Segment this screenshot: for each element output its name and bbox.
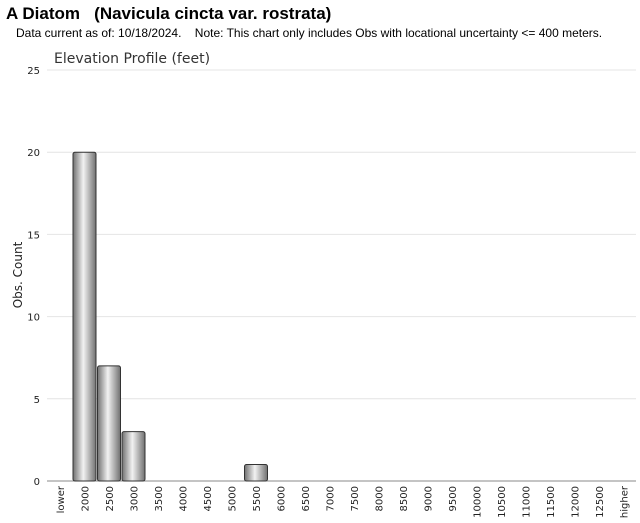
- x-tick-label: 3500: [154, 486, 165, 511]
- y-tick-label: 20: [27, 148, 40, 159]
- chart-title: Elevation Profile (feet): [54, 51, 210, 67]
- page-title: A Diatom (Navicula cincta var. rostrata): [6, 4, 332, 23]
- y-tick-label: 15: [27, 230, 40, 241]
- x-tick-label: 4000: [179, 486, 190, 511]
- x-tick-label: higher: [620, 485, 631, 518]
- x-tick-label: 9500: [448, 486, 459, 511]
- x-tick-label: 7500: [350, 486, 361, 511]
- x-tick-label: 8500: [399, 486, 410, 511]
- x-tick-label: lower: [56, 485, 67, 513]
- bar-5500: [244, 464, 268, 482]
- x-tick-label: 3000: [130, 486, 141, 511]
- x-tick-label: 7000: [326, 486, 337, 511]
- x-tick-label: 11500: [546, 486, 557, 518]
- x-tick-label: 10500: [497, 486, 508, 518]
- x-tick-label: 10000: [473, 486, 484, 518]
- bar-2000: [72, 151, 97, 482]
- x-tick-label: 6000: [277, 486, 288, 511]
- y-tick-label: 10: [27, 313, 40, 324]
- x-tick-label: 2500: [105, 486, 116, 511]
- bar-3000: [121, 431, 146, 482]
- y-axis-title: Obs. Count: [11, 241, 25, 308]
- y-tick-label: 25: [27, 66, 40, 77]
- x-tick-label: 12500: [595, 486, 606, 518]
- x-tick-label: 9000: [424, 486, 435, 511]
- y-tick-label: 0: [34, 477, 40, 488]
- x-tick-label: 8000: [375, 486, 386, 511]
- x-tick-label: 5500: [252, 486, 263, 511]
- x-tick-label: 2000: [81, 486, 92, 511]
- x-tick-label: 4500: [203, 486, 214, 511]
- y-tick-label: 5: [34, 395, 40, 406]
- x-tick-label: 11000: [522, 486, 533, 518]
- x-tick-label: 6500: [301, 486, 312, 511]
- x-tick-label: 5000: [228, 486, 239, 511]
- bar-2500: [97, 365, 121, 482]
- data-note: Data current as of: 10/18/2024. Note: Th…: [16, 26, 603, 40]
- x-tick-label: 12000: [571, 486, 582, 518]
